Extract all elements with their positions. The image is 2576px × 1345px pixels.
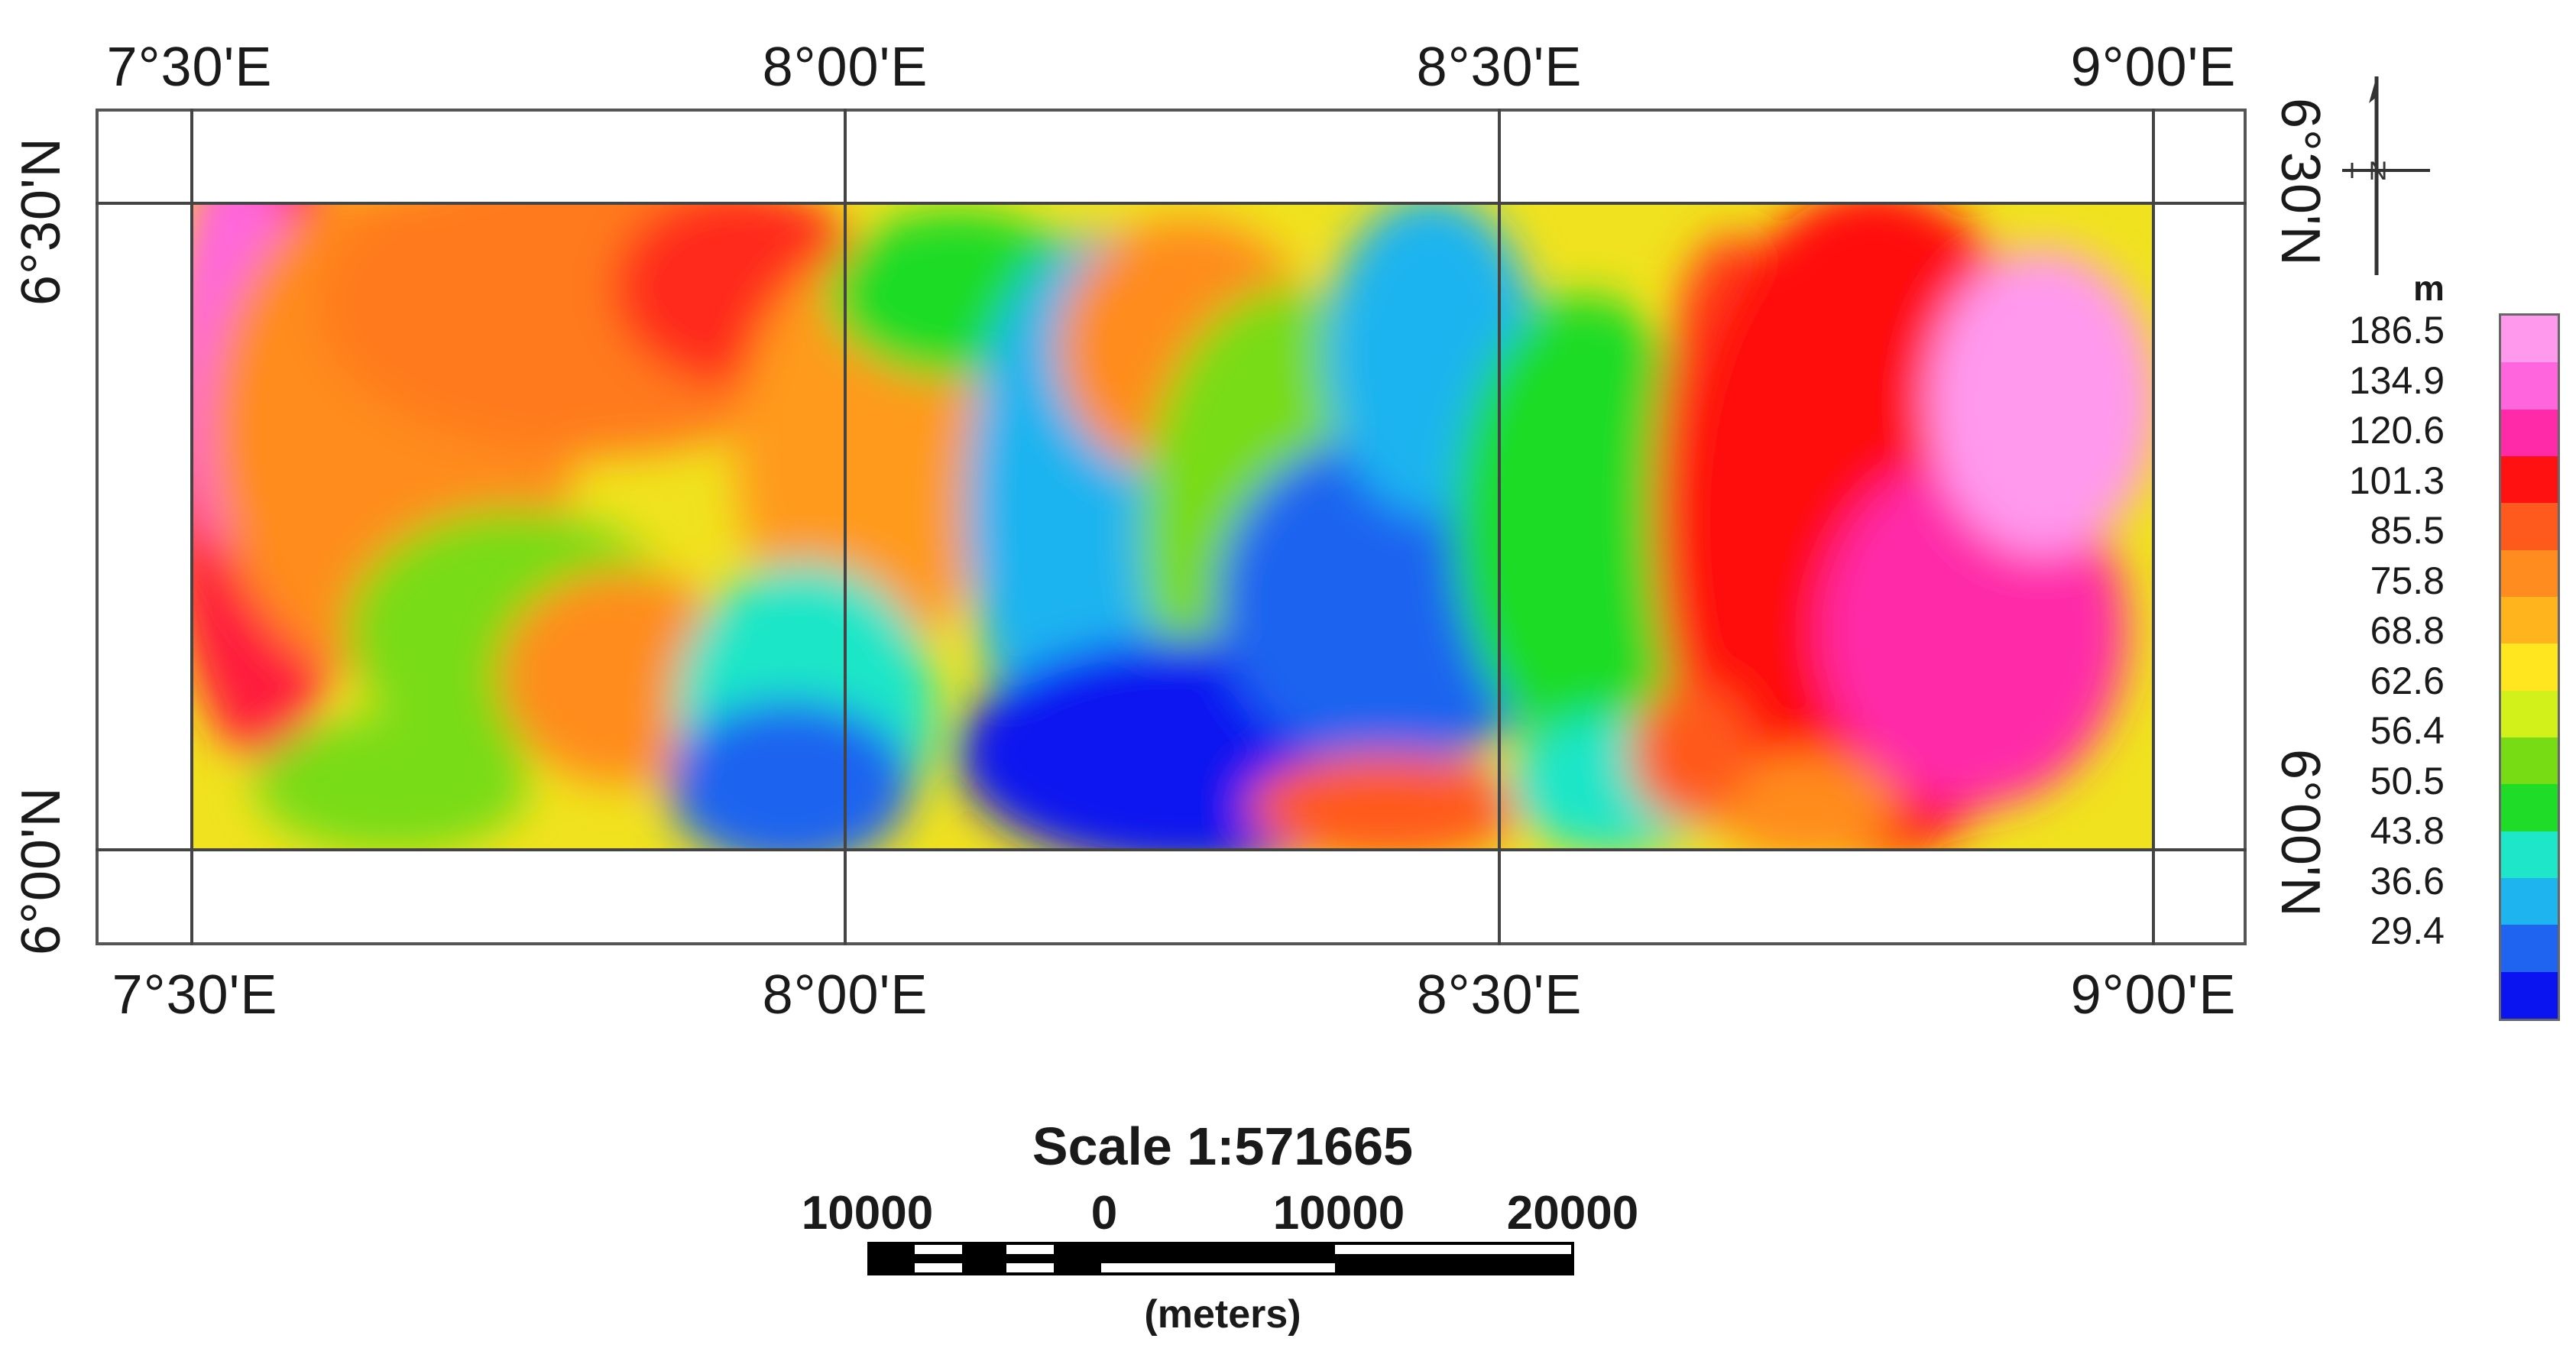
legend-swatch xyxy=(2501,549,2558,597)
legend-value-label: 120.6 xyxy=(2348,409,2445,452)
scale-title: Scale 1:571665 xyxy=(1032,1117,1414,1176)
tick-bottom-8-00 xyxy=(844,915,847,945)
lat-label-right-6-00: 6°00'N xyxy=(2270,749,2331,918)
legend-value-label: 50.5 xyxy=(2370,759,2445,802)
legend-swatch xyxy=(2501,971,2558,1019)
legend-swatch xyxy=(2501,643,2558,691)
lon-label-bottom-7-30: 7°30'E xyxy=(112,964,278,1026)
legend-value-label: 29.4 xyxy=(2370,909,2445,952)
elevation-relief-map xyxy=(193,203,2153,851)
legend-swatch xyxy=(2501,831,2558,878)
longitude-line-7-30 xyxy=(190,109,193,945)
tick-top-8-00 xyxy=(844,109,847,139)
scale-label-10000-left: 10000 xyxy=(801,1187,934,1240)
legend-swatch xyxy=(2501,455,2558,504)
legend-value-label: 101.3 xyxy=(2348,459,2445,502)
lat-label-left-6-00: 6°00'N xyxy=(11,786,72,955)
legend-swatch xyxy=(2501,316,2558,363)
legend-value-label: 85.5 xyxy=(2370,509,2445,552)
lat-label-left-6-30: 6°30'N xyxy=(11,137,72,306)
elevation-color-ramp xyxy=(2499,313,2560,1021)
lat-label-right-6-30: 6°30'N xyxy=(2270,98,2331,267)
legend-value-label: 62.6 xyxy=(2370,659,2445,702)
scale-bar xyxy=(867,1242,1574,1275)
legend-swatch xyxy=(2501,596,2558,644)
legend-value-label: 36.6 xyxy=(2370,859,2445,903)
tick-bottom-8-30 xyxy=(1498,915,1501,945)
legend-value-label: 56.4 xyxy=(2370,709,2445,752)
legend-swatch xyxy=(2501,362,2558,410)
lon-label-top-8-30: 8°30'E xyxy=(1416,37,1583,98)
lon-label-bottom-9-00: 9°00'E xyxy=(2070,964,2237,1026)
latitude-line-6-00 xyxy=(96,848,2247,851)
north-arrow-icon: N xyxy=(2342,76,2430,275)
lon-label-bottom-8-00: 8°00'E xyxy=(762,964,928,1026)
legend-value-label: 186.5 xyxy=(2348,309,2445,352)
legend-swatch xyxy=(2501,737,2558,785)
lon-label-top-7-30: 7°30'E xyxy=(106,37,273,98)
legend-value-label: 75.8 xyxy=(2370,559,2445,602)
legend-swatch xyxy=(2501,503,2558,550)
lon-label-top-9-00: 9°00'E xyxy=(2070,37,2237,98)
longitude-line-8-00 xyxy=(844,109,847,945)
scale-label-0: 0 xyxy=(1090,1187,1118,1240)
longitude-line-8-30 xyxy=(1498,109,1501,945)
legend-swatch xyxy=(2501,409,2558,456)
lon-label-bottom-8-30: 8°30'E xyxy=(1416,964,1583,1026)
tick-top-8-30 xyxy=(1498,109,1501,139)
longitude-line-9-00 xyxy=(2152,109,2155,945)
legend-swatch xyxy=(2501,690,2558,737)
legend-swatch xyxy=(2501,784,2558,831)
scale-label-10000-right: 10000 xyxy=(1272,1187,1405,1240)
scale-units: (meters) xyxy=(1144,1292,1301,1337)
scale-label-20000: 20000 xyxy=(1506,1187,1639,1240)
latitude-line-6-30 xyxy=(96,202,2247,205)
legend-unit: m xyxy=(2413,268,2445,308)
legend-value-label: 43.8 xyxy=(2370,809,2445,852)
legend-swatch xyxy=(2501,925,2558,972)
legend-value-label: 134.9 xyxy=(2348,358,2445,402)
north-arrow-label: N xyxy=(2369,157,2388,186)
lon-label-top-8-00: 8°00'E xyxy=(762,37,928,98)
legend-value-label: 68.8 xyxy=(2370,609,2445,652)
legend-swatch xyxy=(2501,877,2558,925)
